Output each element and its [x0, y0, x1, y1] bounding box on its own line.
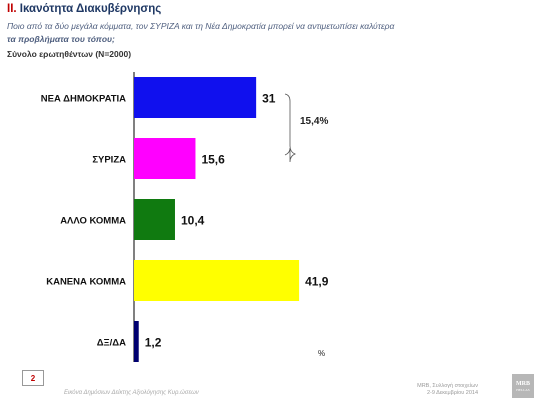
- bars-group: ΝΕΑ ΔΗΜΟΚΡΑΤΙΑ 31 ΣΥΡΙΖΑ 15,6 ΑΛΛΟ ΚΟΜΜΑ 10,4…: [41, 77, 329, 362]
- question-line-2: τα προβλήματα του τόπου;: [7, 34, 115, 44]
- sample-size: Σύνολο ερωτηθέντων (N=2000): [7, 49, 132, 59]
- category-label: ΑΛΛΟ ΚΟΜΜΑ: [60, 216, 126, 227]
- value-label: 31: [262, 92, 276, 106]
- category-label: ΚΑΝΕΝΑ ΚΟΜΜΑ: [46, 277, 126, 288]
- footer-credit-line-1: MRB, Συλλογή στοιχείων: [417, 383, 478, 389]
- page-title: II. Ικανότητα Διακυβέρνησης: [7, 3, 161, 15]
- footer-source: Εικόνα Δημόσιων Δείκτης Αξιολόγησης Κυρ.…: [64, 390, 199, 396]
- value-label: 15,6: [201, 153, 225, 167]
- category-label: ΣΥΡΙΖΑ: [92, 155, 126, 166]
- footer-credits: MRB, Συλλογή στοιχείων 2-9 Δεκεμβρίου 20…: [417, 383, 478, 397]
- title-number: II.: [7, 3, 17, 15]
- footer-credit-line-2: 2-9 Δεκεμβρίου 2014: [426, 390, 478, 396]
- mrb-logo: MRB HELLAS: [512, 374, 534, 398]
- bar: [134, 260, 300, 301]
- category-label: ΔΞ/ΔΑ: [97, 338, 126, 349]
- page-number: 2: [22, 370, 44, 386]
- value-label: 41,9: [305, 275, 329, 289]
- survey-question: Ποιο από τα δύο μεγάλα κόμματα, τον ΣΥΡΙ…: [7, 20, 427, 46]
- bar: [134, 138, 196, 179]
- category-label: ΝΕΑ ΔΗΜΟΚΡΑΤΙΑ: [41, 94, 126, 105]
- logo-text: MRB: [516, 380, 530, 387]
- bracket: [284, 93, 297, 163]
- title-text: Ικανότητα Διακυβέρνησης: [19, 3, 162, 15]
- unit-label: %: [318, 349, 325, 358]
- logo-sub: HELLAS: [516, 387, 530, 392]
- bar: [134, 77, 257, 118]
- value-label: 1,2: [145, 336, 162, 350]
- question-line-1: Ποιο από τα δύο μεγάλα κόμματα, τον ΣΥΡΙ…: [7, 21, 395, 31]
- bar: [134, 321, 139, 362]
- value-label: 10,4: [181, 214, 205, 228]
- bracket-label: 15,4%: [300, 116, 328, 127]
- bar: [134, 199, 175, 240]
